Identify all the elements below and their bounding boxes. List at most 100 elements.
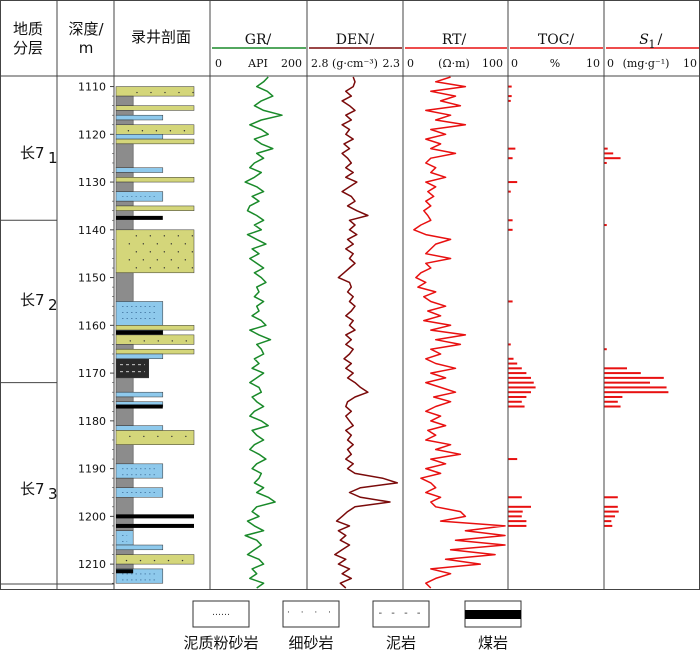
toc-bar bbox=[508, 386, 536, 389]
legend-swatch-mudstone bbox=[372, 600, 430, 628]
sandstone-dot bbox=[135, 251, 138, 253]
lithology-bed-silty_mudstone bbox=[115, 530, 134, 546]
sandstone-dot bbox=[128, 243, 131, 245]
lithology-bed-silty_mudstone bbox=[115, 191, 164, 202]
s1-bar bbox=[604, 405, 621, 408]
zone-label-7-1: 长7 1 bbox=[20, 144, 58, 167]
lithology-bed-fine_sandstone bbox=[115, 138, 195, 145]
lithology-bed-fine_sandstone bbox=[115, 177, 195, 183]
depth-header-line2: m bbox=[79, 39, 94, 57]
legend-silty-mudstone: …… 泥质粉砂岩 bbox=[183, 600, 259, 652]
den-scale-unit: (g·cm⁻³) bbox=[332, 57, 378, 70]
s1-scale-max: 10 bbox=[683, 57, 697, 70]
lithology-bed-fine_sandstone bbox=[115, 348, 195, 355]
s1-header-subscript: 1 bbox=[649, 38, 656, 51]
s1-bar bbox=[604, 505, 618, 508]
coal-seam bbox=[116, 404, 163, 409]
lithology-bed-fine_sandstone bbox=[115, 334, 195, 345]
rt-header: RT/ bbox=[442, 32, 467, 48]
sandstone-dot bbox=[164, 91, 166, 94]
s1-bar bbox=[604, 496, 618, 499]
s1-scale-unit: (mg·g⁻¹) bbox=[623, 57, 670, 70]
depth-axis: 1110 1120 1130 1140 1150 1160 1170 1180 1190 1200… bbox=[78, 81, 114, 584]
sandstone-dot bbox=[171, 435, 173, 438]
rt-scale-min: 0 bbox=[407, 57, 414, 70]
sandstone-dot bbox=[184, 259, 187, 261]
s1-bar bbox=[604, 515, 616, 518]
sandstone-dot bbox=[153, 559, 156, 562]
legend: …… 泥质粉砂岩 · · · · 细砂岩 - - - - 泥岩 煤岩 bbox=[183, 600, 522, 652]
toc-bar bbox=[508, 372, 527, 375]
depth-tick-label: 1180 bbox=[78, 415, 106, 428]
lithology-bed-silty_mudstone bbox=[115, 134, 164, 140]
zone-label-main: 长7 bbox=[20, 144, 45, 162]
sandstone-dot bbox=[177, 267, 180, 269]
s1-header-slash: / bbox=[658, 32, 663, 48]
den-scale-max: 2.3 bbox=[383, 57, 401, 70]
zone-label-sub: 2 bbox=[48, 296, 58, 314]
rt-scale-unit: (Ω·m) bbox=[438, 57, 470, 70]
sandstone-dot bbox=[143, 340, 145, 342]
toc-bar bbox=[508, 395, 527, 398]
sandstone-dot bbox=[192, 91, 194, 94]
legend-label-mudstone: 泥岩 bbox=[386, 634, 416, 652]
sandstone-dot bbox=[163, 251, 166, 253]
lithology-bed-silty_mudstone bbox=[115, 487, 164, 498]
sandstone-dot bbox=[191, 267, 194, 269]
lithology-bed-mudstone bbox=[115, 172, 134, 178]
toc-bar bbox=[508, 524, 527, 527]
coal-seam bbox=[116, 523, 194, 528]
sandstone-dot bbox=[177, 251, 180, 253]
sandstone-dot bbox=[149, 235, 152, 237]
lithology-bed-mudstone bbox=[115, 143, 134, 168]
legend-pattern-mud: - - - - bbox=[379, 608, 424, 619]
depth-header-line1: 深度/ bbox=[68, 20, 104, 38]
sandstone-dot bbox=[141, 130, 144, 132]
s1-bar bbox=[604, 386, 667, 389]
lithology-bed-mudstone bbox=[115, 406, 134, 426]
legend-pattern-silty: …… bbox=[212, 608, 230, 618]
toc-bar bbox=[508, 405, 525, 408]
lithology-bed-mudstone bbox=[115, 272, 134, 302]
sandstone-dot bbox=[156, 259, 159, 261]
toc-bar bbox=[508, 510, 523, 513]
gr-header: GR/ bbox=[245, 32, 272, 48]
s1-bar bbox=[604, 367, 627, 370]
sandstone-dot bbox=[170, 243, 173, 245]
den-header: DEN/ bbox=[336, 32, 375, 48]
lithology-bed-silty_mudstone bbox=[115, 391, 164, 398]
sandstone-dot bbox=[178, 91, 180, 94]
sandstone-dot bbox=[157, 340, 159, 342]
toc-bar bbox=[508, 362, 518, 365]
rt-curve bbox=[413, 76, 506, 589]
toc-bar bbox=[508, 181, 518, 184]
s1-bar bbox=[604, 161, 607, 164]
sandstone-dot bbox=[185, 435, 187, 438]
legend-label-silty-mudstone: 泥质粉砂岩 bbox=[183, 634, 258, 652]
zone-label-7-3: 长7 3 bbox=[20, 480, 58, 503]
lithology-bed-fine_sandstone bbox=[115, 554, 195, 565]
legend-pattern-fine: · · · · bbox=[287, 608, 335, 618]
lithology-bed-mudstone bbox=[115, 477, 134, 488]
sandstone-dot bbox=[163, 235, 166, 237]
lithology-bed-mudstone bbox=[115, 563, 134, 570]
toc-bar bbox=[508, 357, 514, 360]
s1-bar bbox=[604, 400, 618, 403]
sandstone-dot bbox=[177, 235, 180, 237]
den-scale-min: 2.8 bbox=[311, 57, 329, 70]
lithology-bed-dark_mud bbox=[115, 358, 150, 379]
sandstone-dot bbox=[142, 243, 145, 245]
sandstone-dot bbox=[155, 130, 158, 132]
lithology-bed-mudstone bbox=[115, 110, 134, 116]
coal-seam bbox=[116, 514, 194, 519]
zone-header-line2: 分层 bbox=[13, 39, 43, 57]
sandstone-dot bbox=[139, 559, 142, 562]
toc-header: TOC/ bbox=[538, 32, 575, 48]
s1-bar bbox=[604, 524, 613, 527]
sandstone-dot bbox=[129, 340, 131, 342]
sandstone-dot bbox=[191, 235, 194, 237]
toc-bar bbox=[508, 376, 531, 379]
s1-bar bbox=[604, 395, 623, 398]
lithology-bed-silty_mudstone bbox=[115, 353, 164, 360]
